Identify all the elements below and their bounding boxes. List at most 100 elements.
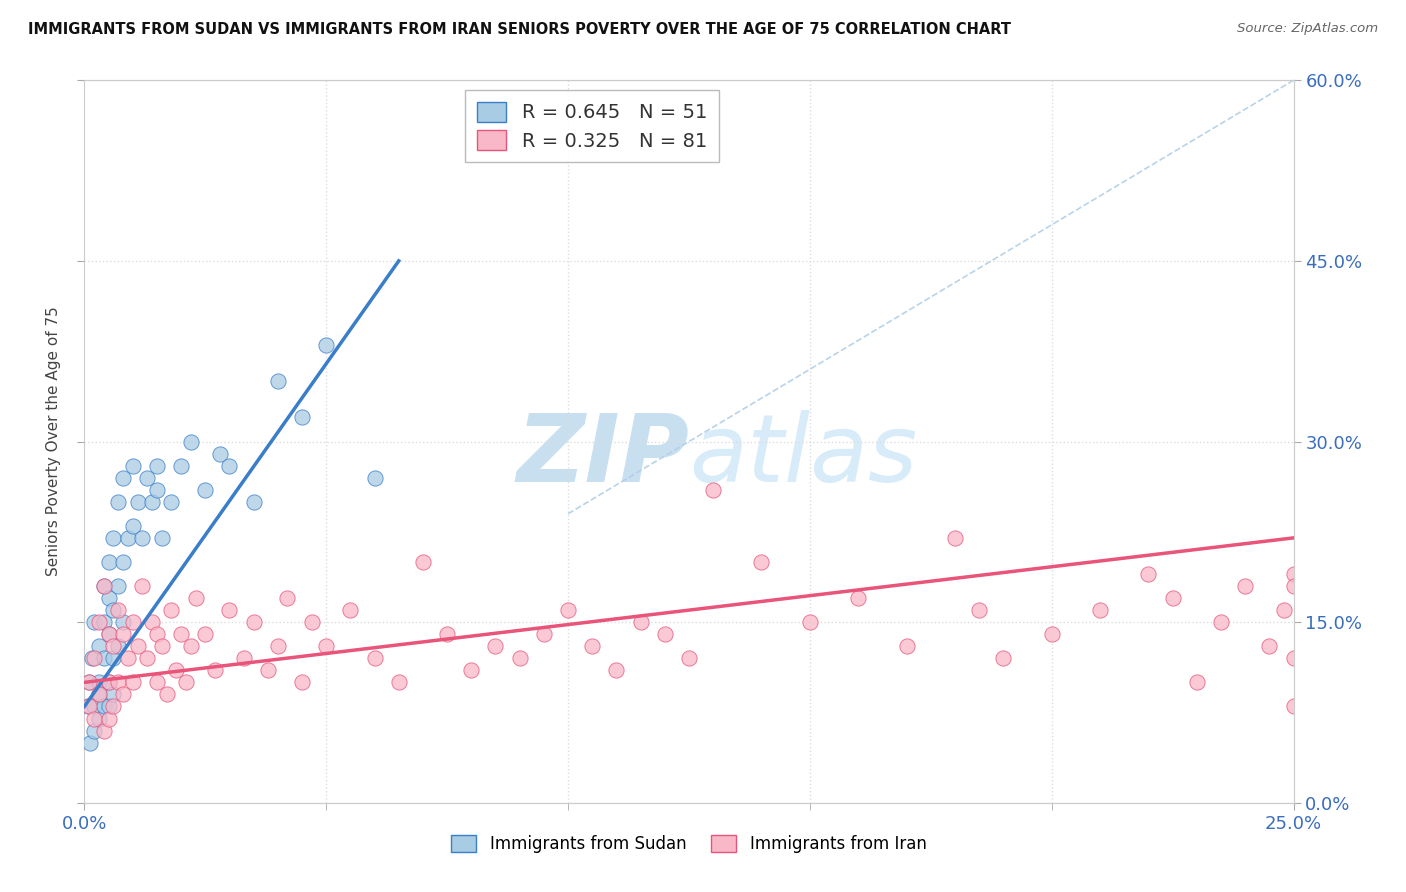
Point bbox=[1282, 579, 1305, 593]
Point bbox=[1161, 591, 1184, 605]
Point bbox=[93, 723, 115, 738]
Point bbox=[77, 699, 100, 714]
Point bbox=[146, 675, 169, 690]
Point bbox=[363, 651, 385, 665]
Point bbox=[1258, 639, 1281, 653]
Point bbox=[103, 651, 125, 665]
Point bbox=[291, 675, 314, 690]
Point bbox=[1185, 675, 1208, 690]
Text: IMMIGRANTS FROM SUDAN VS IMMIGRANTS FROM IRAN SENIORS POVERTY OVER THE AGE OF 75: IMMIGRANTS FROM SUDAN VS IMMIGRANTS FROM… bbox=[28, 22, 1011, 37]
Point bbox=[83, 651, 105, 665]
Point bbox=[83, 712, 105, 726]
Point bbox=[160, 494, 183, 508]
Point bbox=[97, 627, 120, 641]
Point bbox=[630, 615, 652, 630]
Point bbox=[557, 603, 579, 617]
Point bbox=[1272, 603, 1295, 617]
Point bbox=[233, 651, 256, 665]
Point bbox=[121, 518, 143, 533]
Point bbox=[170, 627, 193, 641]
Point bbox=[112, 627, 135, 641]
Point bbox=[127, 639, 149, 653]
Point bbox=[117, 651, 139, 665]
Point bbox=[97, 591, 120, 605]
Point bbox=[208, 446, 231, 460]
Point bbox=[77, 675, 100, 690]
Point bbox=[257, 664, 280, 678]
Point bbox=[112, 687, 135, 701]
Point bbox=[581, 639, 603, 653]
Point bbox=[460, 664, 482, 678]
Point bbox=[93, 579, 115, 593]
Point bbox=[103, 531, 125, 545]
Point bbox=[103, 639, 125, 653]
Point bbox=[87, 615, 110, 630]
Point bbox=[160, 603, 183, 617]
Point bbox=[605, 664, 627, 678]
Point bbox=[218, 603, 240, 617]
Point bbox=[155, 687, 177, 701]
Text: ZIP: ZIP bbox=[516, 410, 689, 502]
Point bbox=[799, 615, 821, 630]
Point bbox=[165, 664, 187, 678]
Point bbox=[87, 639, 110, 653]
Point bbox=[967, 603, 990, 617]
Point bbox=[180, 434, 202, 449]
Point bbox=[121, 675, 143, 690]
Point bbox=[107, 579, 129, 593]
Point bbox=[107, 494, 129, 508]
Point bbox=[174, 675, 197, 690]
Point bbox=[301, 615, 323, 630]
Point bbox=[97, 675, 120, 690]
Point bbox=[702, 483, 724, 497]
Y-axis label: Seniors Poverty Over the Age of 75: Seniors Poverty Over the Age of 75 bbox=[46, 307, 62, 576]
Point bbox=[150, 639, 173, 653]
Point bbox=[121, 615, 143, 630]
Point bbox=[751, 555, 773, 569]
Point bbox=[127, 494, 149, 508]
Point bbox=[1282, 699, 1305, 714]
Text: Source: ZipAtlas.com: Source: ZipAtlas.com bbox=[1237, 22, 1378, 36]
Point bbox=[267, 639, 290, 653]
Point bbox=[846, 591, 869, 605]
Point bbox=[943, 531, 966, 545]
Point bbox=[103, 603, 125, 617]
Point bbox=[87, 687, 110, 701]
Point bbox=[117, 531, 139, 545]
Point bbox=[242, 615, 264, 630]
Point bbox=[80, 651, 103, 665]
Point bbox=[896, 639, 918, 653]
Point bbox=[77, 699, 100, 714]
Point bbox=[276, 591, 298, 605]
Point bbox=[1040, 627, 1063, 641]
Point bbox=[141, 494, 163, 508]
Point bbox=[363, 470, 385, 484]
Point bbox=[315, 639, 337, 653]
Point bbox=[993, 651, 1015, 665]
Point bbox=[107, 675, 129, 690]
Point bbox=[107, 639, 129, 653]
Point bbox=[83, 723, 105, 738]
Point bbox=[146, 627, 169, 641]
Point bbox=[136, 470, 159, 484]
Point bbox=[194, 627, 217, 641]
Point bbox=[131, 531, 153, 545]
Point bbox=[93, 615, 115, 630]
Point bbox=[180, 639, 202, 653]
Point bbox=[146, 483, 169, 497]
Point bbox=[136, 651, 159, 665]
Point bbox=[87, 675, 110, 690]
Point bbox=[97, 699, 120, 714]
Point bbox=[79, 735, 101, 749]
Point bbox=[339, 603, 361, 617]
Point bbox=[121, 458, 143, 473]
Point bbox=[112, 555, 135, 569]
Point bbox=[97, 555, 120, 569]
Point bbox=[1282, 567, 1305, 582]
Point bbox=[412, 555, 434, 569]
Point bbox=[93, 579, 115, 593]
Point bbox=[315, 338, 337, 352]
Point bbox=[291, 410, 314, 425]
Point bbox=[87, 687, 110, 701]
Point bbox=[87, 712, 110, 726]
